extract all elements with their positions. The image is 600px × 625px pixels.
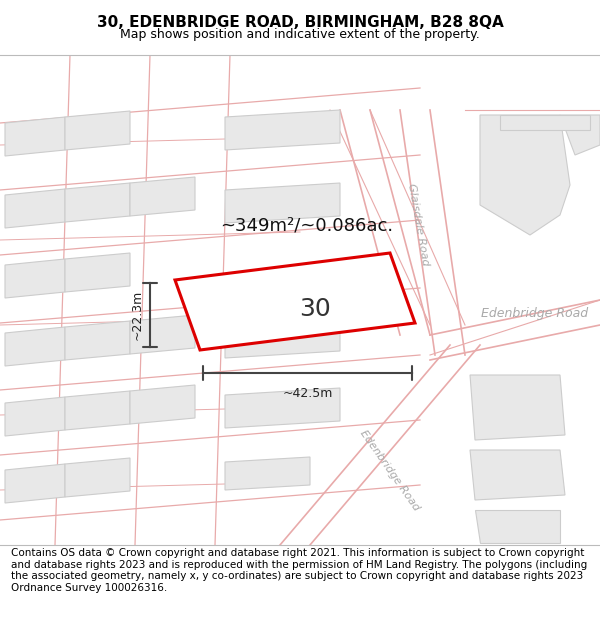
Polygon shape: [65, 111, 130, 150]
Polygon shape: [65, 458, 130, 497]
Text: Contains OS data © Crown copyright and database right 2021. This information is : Contains OS data © Crown copyright and d…: [11, 548, 587, 593]
Polygon shape: [5, 117, 65, 156]
Text: Edenbridge Road: Edenbridge Road: [358, 428, 422, 512]
Polygon shape: [225, 388, 340, 428]
Polygon shape: [560, 115, 600, 155]
Polygon shape: [175, 253, 415, 350]
Polygon shape: [225, 457, 310, 490]
Polygon shape: [130, 315, 195, 354]
Text: Edenbridge Road: Edenbridge Road: [481, 306, 589, 319]
Polygon shape: [130, 385, 195, 424]
Polygon shape: [5, 464, 65, 503]
Polygon shape: [470, 375, 565, 440]
Polygon shape: [5, 259, 65, 298]
Polygon shape: [500, 115, 590, 130]
Polygon shape: [65, 391, 130, 430]
Polygon shape: [5, 397, 65, 436]
Polygon shape: [225, 110, 340, 150]
Polygon shape: [480, 115, 570, 235]
Text: ~22.3m: ~22.3m: [131, 290, 144, 340]
Text: Glaisdale Road: Glaisdale Road: [406, 183, 430, 267]
Polygon shape: [475, 510, 560, 543]
Polygon shape: [225, 183, 340, 223]
Text: 30: 30: [299, 298, 331, 321]
Polygon shape: [225, 318, 340, 358]
Polygon shape: [65, 183, 130, 222]
Polygon shape: [5, 189, 65, 228]
Polygon shape: [5, 327, 65, 366]
Text: ~42.5m: ~42.5m: [283, 387, 332, 400]
Text: Map shows position and indicative extent of the property.: Map shows position and indicative extent…: [120, 28, 480, 41]
Polygon shape: [65, 321, 130, 360]
Text: 30, EDENBRIDGE ROAD, BIRMINGHAM, B28 8QA: 30, EDENBRIDGE ROAD, BIRMINGHAM, B28 8QA: [97, 16, 503, 31]
Polygon shape: [65, 253, 130, 292]
Text: ~349m²/~0.086ac.: ~349m²/~0.086ac.: [220, 216, 393, 234]
Polygon shape: [470, 450, 565, 500]
Polygon shape: [130, 177, 195, 216]
